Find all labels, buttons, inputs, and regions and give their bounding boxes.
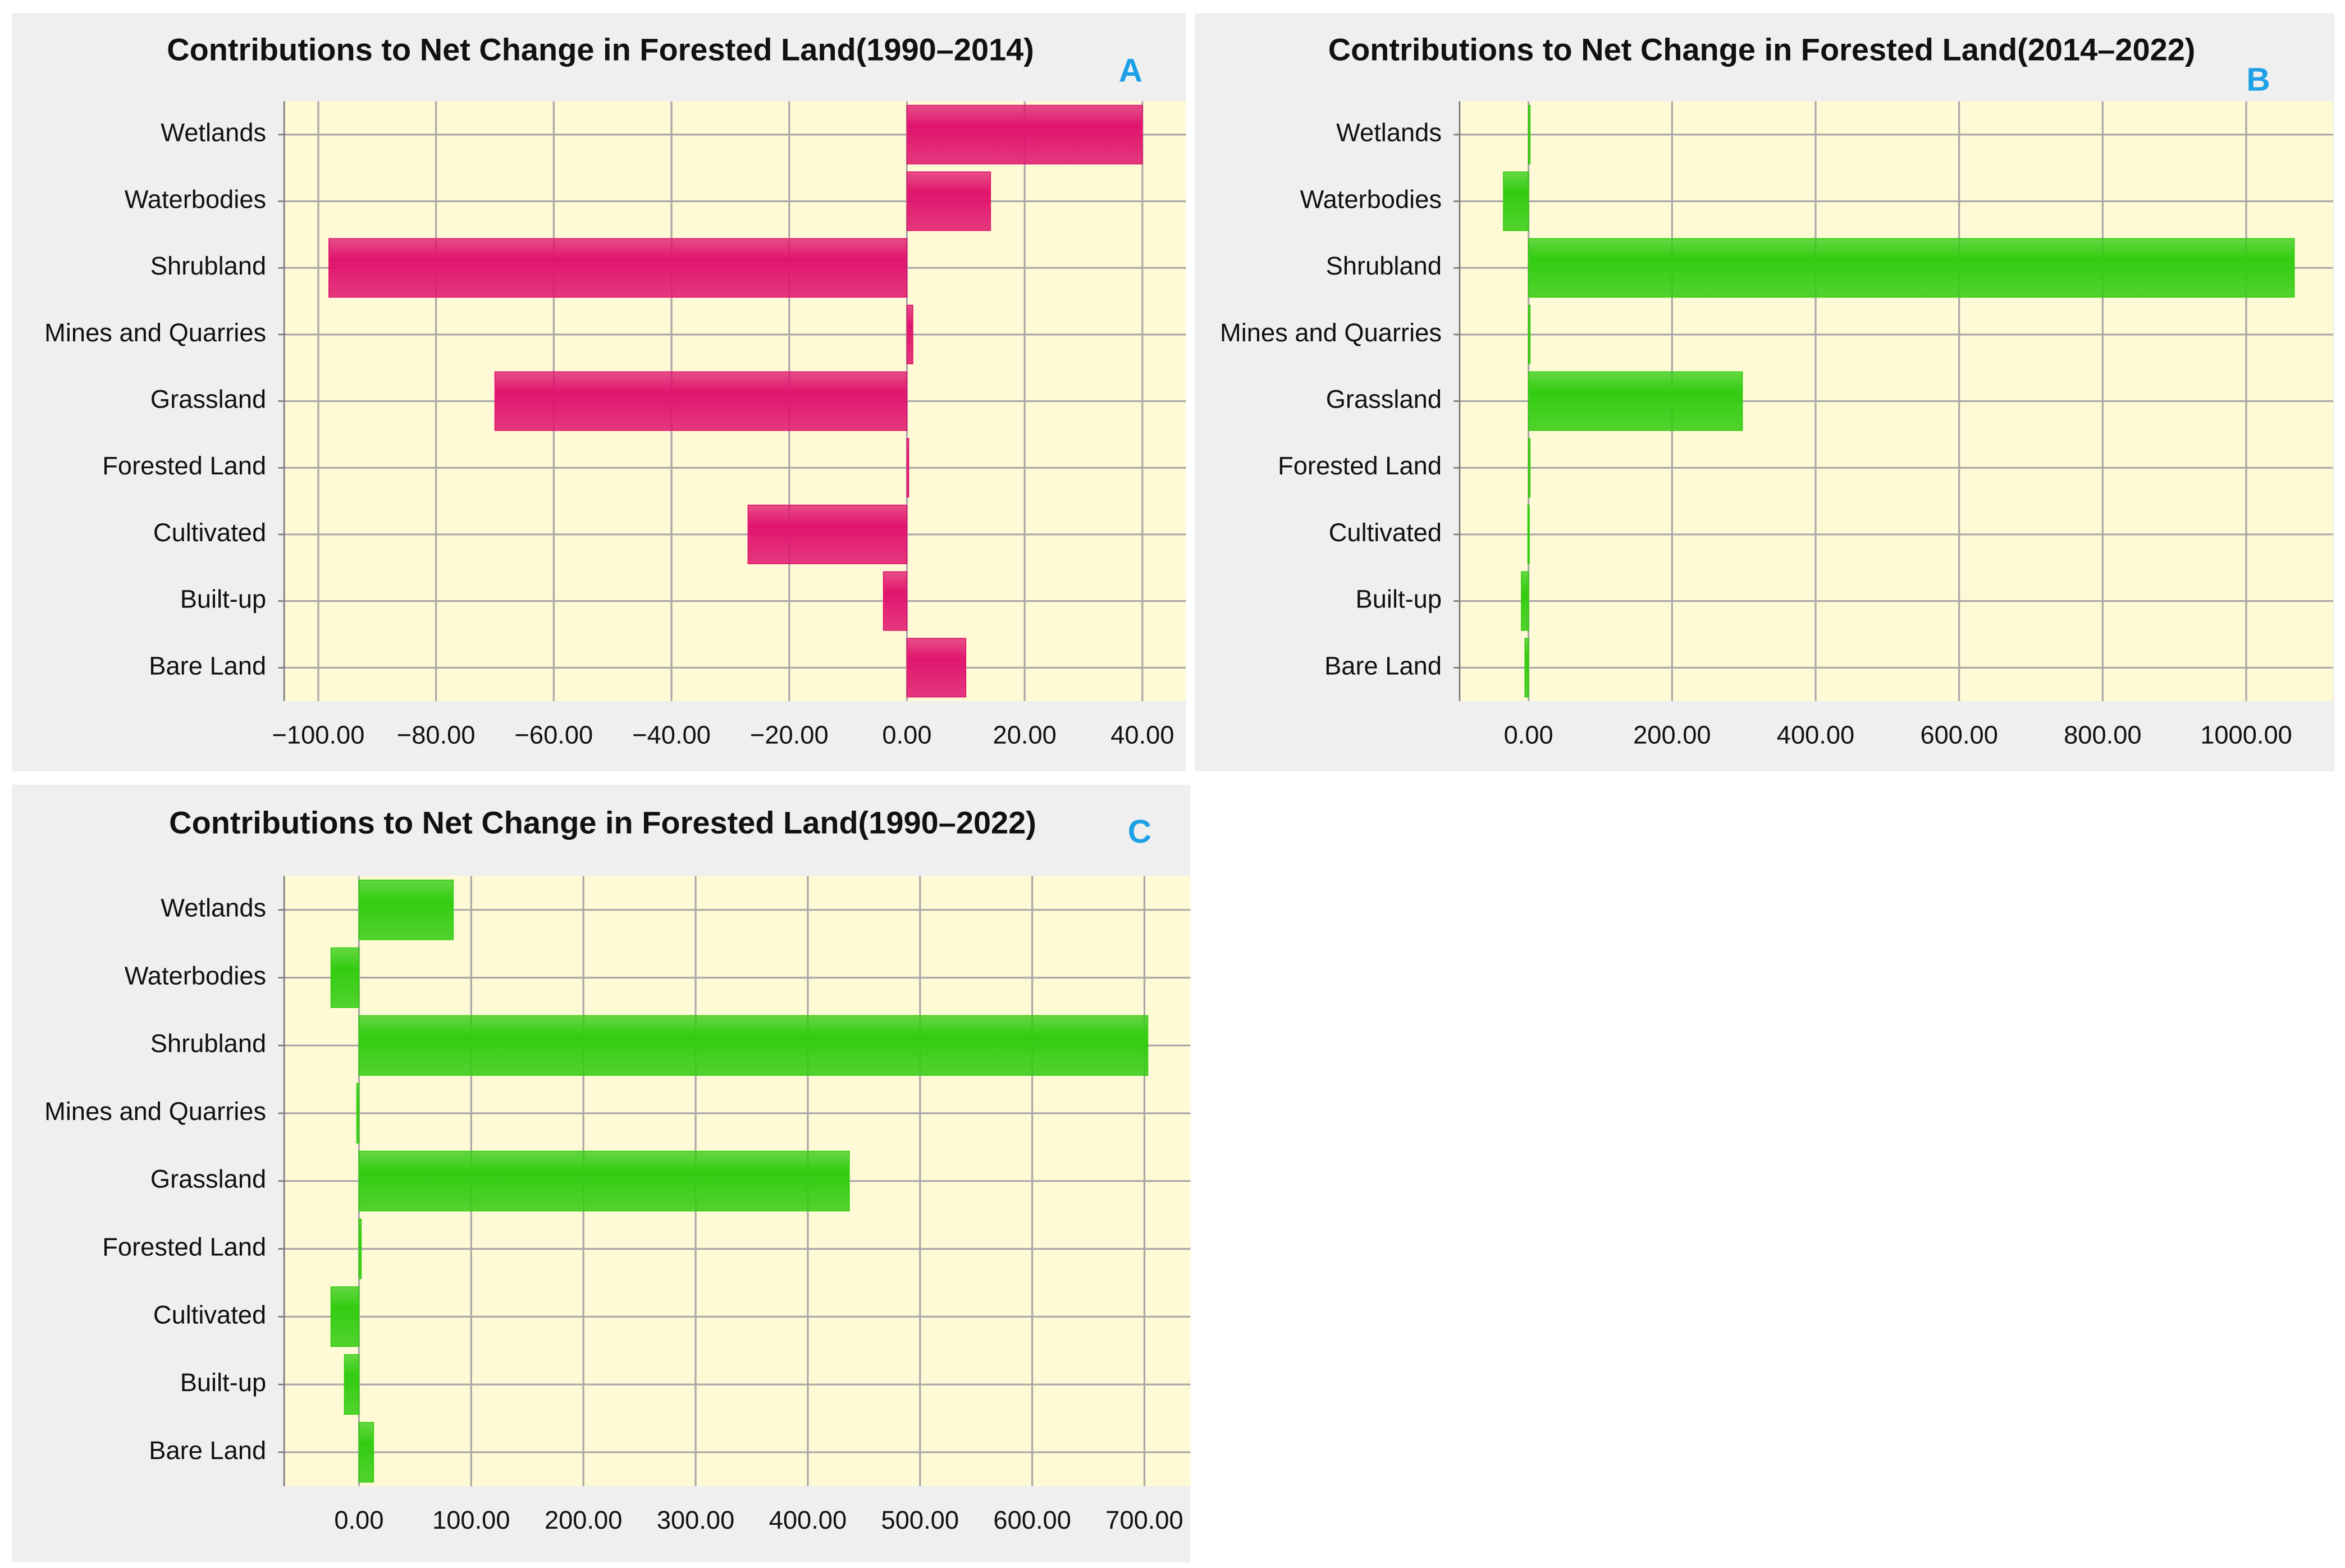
bar (1528, 371, 1743, 431)
y-tick-label: Forested Land (102, 451, 266, 480)
bar (1524, 638, 1529, 698)
x-tick-label: 40.00 (1110, 721, 1174, 749)
bar (1527, 504, 1530, 564)
x-tick-label: 300.00 (657, 1506, 734, 1534)
bar (494, 371, 908, 431)
bar (1528, 304, 1531, 364)
x-tick-label: −80.00 (397, 721, 476, 749)
y-tick-label: Forested Land (102, 1232, 266, 1261)
y-tick-label: Bare Land (149, 1436, 266, 1465)
y-tick-label: Wetlands (161, 118, 266, 147)
bar (330, 1286, 360, 1347)
bar (1528, 104, 1531, 164)
bar (330, 947, 360, 1008)
y-tick-label: Mines and Quarries (1220, 318, 1442, 347)
x-tick-label: 600.00 (993, 1506, 1071, 1534)
y-tick-label: Forested Land (1278, 451, 1442, 480)
x-tick-label: 0.00 (334, 1506, 383, 1534)
y-tick-label: Bare Land (149, 651, 266, 680)
x-tick-label: 200.00 (545, 1506, 622, 1534)
x-tick-label: −40.00 (632, 721, 711, 749)
x-tick-label: −60.00 (515, 721, 593, 749)
bar (358, 1218, 362, 1279)
y-tick-label: Cultivated (153, 1300, 266, 1329)
x-tick-label: 1000.00 (2200, 721, 2292, 749)
bar (747, 504, 908, 564)
y-tick-label: Wetlands (161, 894, 266, 922)
x-tick-label: 400.00 (769, 1506, 847, 1534)
x-tick-label: 600.00 (1920, 721, 1997, 749)
bar (344, 1354, 360, 1415)
chart-title: Contributions to Net Change in Forested … (167, 31, 1034, 67)
y-tick-label: Cultivated (1329, 518, 1442, 547)
y-tick-label: Shrubland (1326, 252, 1442, 280)
y-tick-label: Built-up (180, 1368, 266, 1397)
x-tick-label: 400.00 (1777, 721, 1854, 749)
bar (906, 638, 967, 698)
x-tick-label: 0.00 (1504, 721, 1553, 749)
y-tick-label: Waterbodies (125, 961, 266, 990)
bar (1528, 238, 2295, 298)
x-tick-label: 200.00 (1633, 721, 1711, 749)
x-tick-label: −100.00 (272, 721, 365, 749)
bar (906, 171, 991, 231)
panel-label: A (1119, 52, 1142, 89)
bar (906, 104, 1143, 164)
bar (356, 1083, 360, 1144)
y-tick-label: Mines and Quarries (44, 1097, 266, 1126)
y-tick-label: Built-up (1356, 585, 1442, 614)
panel-label: C (1128, 813, 1151, 850)
y-tick-label: Shrubland (150, 252, 266, 280)
bar (1521, 571, 1529, 631)
bar (883, 571, 908, 631)
x-tick-label: 100.00 (432, 1506, 510, 1534)
x-tick-label: 0.00 (882, 721, 931, 749)
y-tick-label: Waterbodies (125, 185, 266, 213)
bar (1528, 438, 1531, 498)
bar (358, 1015, 1149, 1076)
y-tick-label: Grassland (1326, 385, 1442, 414)
bar (906, 438, 909, 498)
chart-title: Contributions to Net Change in Forested … (1328, 31, 2196, 67)
panel-label: B (2246, 61, 2270, 98)
y-tick-label: Grassland (150, 385, 266, 414)
chart-title: Contributions to Net Change in Forested … (169, 805, 1036, 840)
bar (906, 304, 913, 364)
x-tick-label: 500.00 (881, 1506, 959, 1534)
x-tick-label: −20.00 (750, 721, 829, 749)
bar (358, 879, 454, 940)
y-tick-label: Shrubland (150, 1029, 266, 1058)
y-tick-label: Grassland (150, 1165, 266, 1194)
x-tick-label: 700.00 (1105, 1506, 1183, 1534)
y-tick-label: Waterbodies (1300, 185, 1442, 213)
bar (1503, 171, 1529, 231)
x-tick-label: 20.00 (993, 721, 1057, 749)
bar (358, 1150, 850, 1212)
bar (328, 238, 908, 298)
y-tick-label: Wetlands (1336, 118, 1442, 147)
y-tick-label: Bare Land (1324, 651, 1442, 680)
x-tick-label: 800.00 (2064, 721, 2141, 749)
y-tick-label: Built-up (180, 585, 266, 614)
y-tick-label: Cultivated (153, 518, 266, 547)
y-tick-label: Mines and Quarries (44, 318, 266, 347)
bar (358, 1421, 374, 1483)
